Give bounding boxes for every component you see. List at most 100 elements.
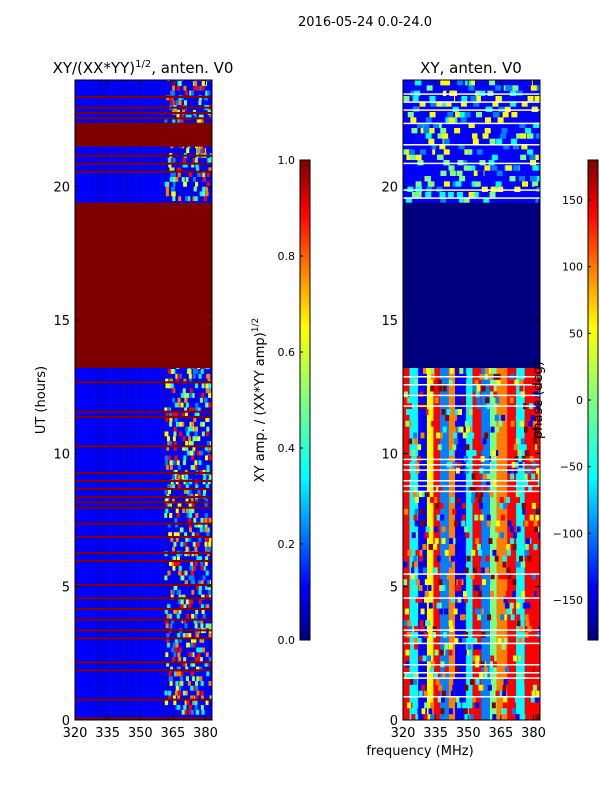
phase-upper-cell — [479, 160, 485, 165]
phase-cell — [475, 702, 479, 708]
amplitude-cell — [170, 623, 173, 628]
amplitude-cell — [183, 633, 186, 638]
phase-cell — [500, 614, 504, 620]
phase-upper-cell — [467, 160, 473, 165]
amplitude-cell — [200, 527, 203, 532]
amplitude-cell — [206, 652, 209, 657]
phase-cell — [451, 691, 455, 697]
phase-upper-cell — [468, 85, 474, 90]
phase-upper-cell — [495, 96, 501, 101]
phase-cell — [486, 579, 490, 585]
phase-cell — [462, 397, 466, 403]
amplitude-cell — [170, 177, 173, 182]
phase-upper-cell — [416, 181, 422, 186]
phase-upper-cell — [487, 91, 493, 96]
phase-cell — [488, 685, 492, 691]
phase-upper-cell — [417, 160, 423, 165]
amplitude-cell — [190, 599, 193, 604]
phase-cell — [539, 626, 543, 632]
phase-cell — [533, 685, 537, 691]
phase-upper-cell — [486, 107, 492, 112]
phase-cell — [516, 562, 520, 568]
amplitude-cell — [200, 422, 203, 427]
phase-cell — [535, 515, 539, 521]
phase-cell — [536, 691, 540, 697]
phase-upper-cell — [403, 96, 409, 101]
phase-upper-cell — [450, 171, 456, 176]
phase-upper-cell — [491, 165, 497, 170]
phase-cell — [413, 679, 417, 685]
phase-cell — [495, 397, 499, 403]
phase-cell — [438, 386, 442, 392]
phase-cell — [416, 579, 420, 585]
amplitude-cell — [166, 465, 169, 470]
phase-cell — [426, 368, 430, 374]
phase-cell — [414, 567, 418, 573]
phase-cell — [462, 515, 466, 521]
amplitude-cell — [199, 590, 202, 595]
amplitude-cell — [191, 614, 194, 619]
amplitude-cell — [192, 465, 195, 470]
phase-cell — [510, 474, 514, 480]
amplitude-cell — [202, 172, 205, 177]
phase-cell — [415, 521, 419, 527]
amplitude-cell — [183, 705, 186, 710]
amplitude-cell — [164, 513, 167, 518]
phase-cell — [410, 585, 414, 591]
phase-upper-cell — [485, 171, 491, 176]
phase-cell — [496, 691, 500, 697]
x-tick-label: 335 — [423, 726, 448, 741]
y-tick-label: 0 — [62, 714, 70, 729]
phase-cell — [479, 444, 483, 450]
phase-upper-cell — [506, 165, 512, 170]
amplitude-cell — [195, 403, 198, 408]
phase-cell — [521, 591, 525, 597]
amplitude-cell — [206, 671, 209, 676]
amplitude-cell — [179, 100, 182, 105]
phase-upper-cell — [453, 107, 459, 112]
amplitude-cell — [190, 643, 193, 648]
phase-cell — [457, 702, 461, 708]
amplitude-flag-line — [75, 155, 212, 157]
amplitude-ylabel: UT (hours) — [34, 366, 49, 434]
amplitude-cell — [193, 518, 196, 523]
amplitude-cell — [208, 403, 211, 408]
phase-flag-line — [403, 395, 540, 397]
phase-upper-cell — [447, 112, 453, 117]
amplitude-flag-line — [75, 411, 212, 413]
amplitude-cell — [167, 436, 170, 441]
phase-upper-cell — [414, 91, 420, 96]
phase-cell — [469, 708, 473, 714]
phase-cell — [442, 526, 446, 532]
colorbar-tick-label: 150 — [562, 194, 583, 207]
amplitude-cell — [175, 403, 178, 408]
amplitude-cell — [202, 431, 205, 436]
phase-cell — [440, 708, 444, 714]
amplitude-cell — [177, 513, 180, 518]
phase-upper-cell — [444, 160, 450, 165]
amplitude-speckle — [125, 80, 126, 720]
amplitude-speckle — [101, 80, 102, 720]
amplitude-cell — [177, 633, 180, 638]
phase-cell — [503, 702, 507, 708]
amplitude-cell — [205, 513, 208, 518]
phase-cell — [469, 409, 473, 415]
phase-upper-cell — [536, 176, 542, 181]
phase-cell — [422, 503, 426, 509]
phase-cell — [519, 386, 523, 392]
amplitude-cell — [185, 441, 188, 446]
phase-upper-cell — [442, 133, 448, 138]
amplitude-cell — [191, 508, 194, 513]
amplitude-cell — [193, 177, 196, 182]
phase-cell — [503, 503, 507, 509]
phase-cell — [453, 433, 457, 439]
amplitude-cell — [173, 652, 176, 657]
amplitude-cell — [197, 86, 200, 91]
phase-cell — [453, 679, 457, 685]
phase-cell — [403, 620, 407, 626]
phase-cell — [414, 562, 418, 568]
amplitude-cell — [207, 91, 210, 96]
phase-cell — [488, 538, 492, 544]
phase-colorbar-label: phase (deg) — [531, 361, 546, 439]
amplitude-cell — [197, 652, 200, 657]
